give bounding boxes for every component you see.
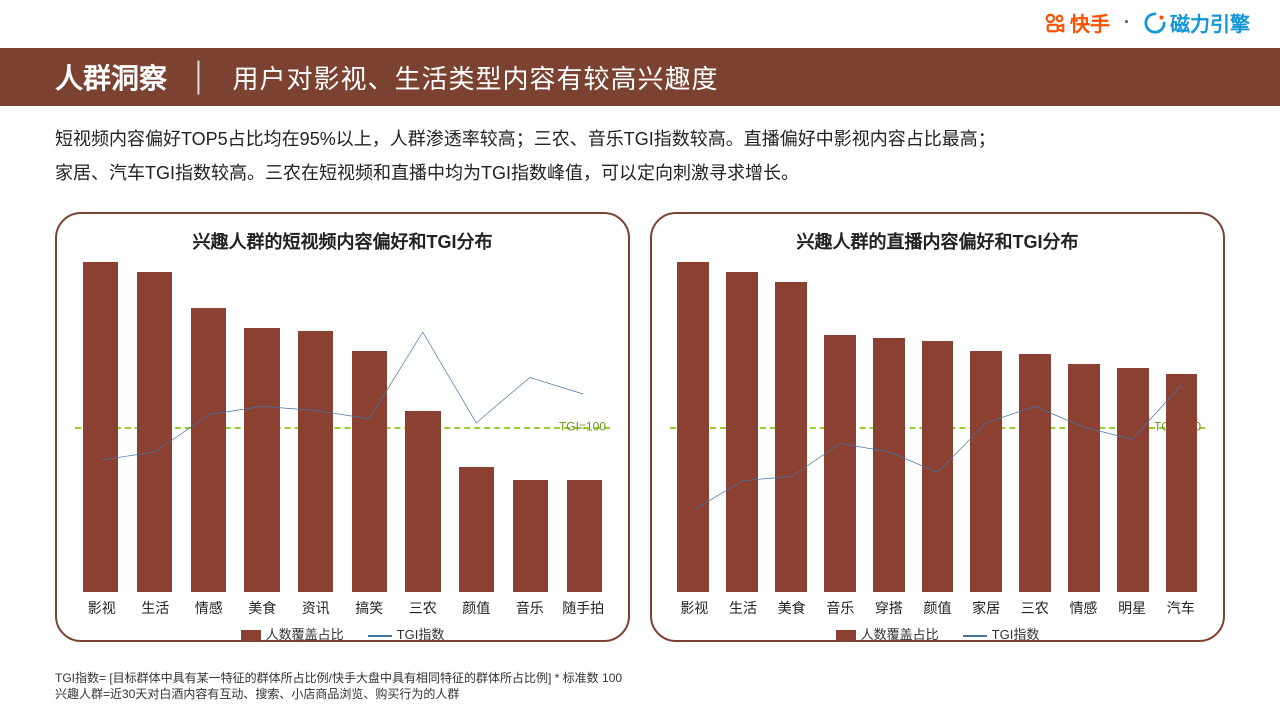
x-label: 颜值 — [450, 598, 504, 618]
x-label: 颜值 — [913, 598, 962, 618]
x-label: 随手拍 — [557, 598, 611, 618]
bar — [775, 282, 807, 592]
bar — [405, 411, 440, 593]
bar — [513, 480, 548, 592]
x-label: 音乐 — [816, 598, 865, 618]
chart-right-title: 兴趣人群的直播内容偏好和TGI分布 — [670, 228, 1205, 254]
legend-bar: 人数覆盖占比 — [241, 624, 344, 643]
x-label: 影视 — [670, 598, 719, 618]
bar — [567, 480, 602, 592]
bar — [459, 467, 494, 592]
x-label: 搞笑 — [343, 598, 397, 618]
legend-line: TGI指数 — [368, 624, 445, 643]
legend-bar: 人数覆盖占比 — [836, 624, 939, 643]
body-text: 短视频内容偏好TOP5占比均在95%以上，人群渗透率较高；三农、音乐TGI指数较… — [55, 122, 1225, 190]
bar — [677, 262, 709, 592]
x-label: 生活 — [719, 598, 768, 618]
x-label: 汽车 — [1156, 598, 1205, 618]
bar — [244, 328, 279, 592]
x-label: 美食 — [767, 598, 816, 618]
x-label: 三农 — [1010, 598, 1059, 618]
bar — [191, 308, 226, 592]
bar — [970, 351, 1002, 592]
kuaishou-logo: 快手 — [1044, 8, 1110, 37]
header-bar: 人群洞察 │ 用户对影视、生活类型内容有较高兴趣度 — [0, 48, 1280, 106]
bar — [1068, 364, 1100, 592]
chart-panel-left: 兴趣人群的短视频内容偏好和TGI分布 TGI=100 影视生活情感美食资讯搞笑三… — [55, 212, 630, 642]
bar — [83, 262, 118, 592]
body-line-1: 短视频内容偏好TOP5占比均在95%以上，人群渗透率较高；三农、音乐TGI指数较… — [55, 122, 1225, 156]
chart-right-xlabels: 影视生活美食音乐穿搭颜值家居三农情感明星汽车 — [670, 598, 1205, 618]
chart-right-area: TGI=100 — [670, 262, 1205, 592]
legend-line: TGI指数 — [963, 624, 1040, 643]
bar — [352, 351, 387, 592]
x-label: 影视 — [75, 598, 129, 618]
footnote-2: 兴趣人群=近30天对白酒内容有互动、搜索、小店商品浏览、购买行为的人群 — [55, 686, 622, 702]
cili-logo: 磁力引擎 — [1144, 8, 1250, 37]
chart-right-legend: 人数覆盖占比 TGI指数 — [670, 624, 1205, 643]
chart-left-title: 兴趣人群的短视频内容偏好和TGI分布 — [75, 228, 610, 254]
brand-logos: 快手 · 磁力引擎 — [1044, 8, 1250, 37]
x-label: 资讯 — [289, 598, 343, 618]
header-separator: │ — [191, 61, 209, 93]
bar — [1019, 354, 1051, 592]
cili-text: 磁力引擎 — [1170, 8, 1250, 37]
x-label: 情感 — [1059, 598, 1108, 618]
header-title: 人群洞察 — [55, 57, 167, 97]
chart-left-area: TGI=100 — [75, 262, 610, 592]
footnotes: TGI指数= [目标群体中具有某一特征的群体所占比例/快手大盘中具有相同特征的群… — [55, 670, 622, 702]
bar — [873, 338, 905, 592]
bar — [922, 341, 954, 592]
chart-left-xlabels: 影视生活情感美食资讯搞笑三农颜值音乐随手拍 — [75, 598, 610, 618]
x-label: 音乐 — [503, 598, 557, 618]
x-label: 穿搭 — [865, 598, 914, 618]
chart-panel-right: 兴趣人群的直播内容偏好和TGI分布 TGI=100 影视生活美食音乐穿搭颜值家居… — [650, 212, 1225, 642]
x-label: 生活 — [129, 598, 183, 618]
bar — [298, 331, 333, 592]
bar — [824, 335, 856, 592]
bar — [726, 272, 758, 592]
bar — [137, 272, 172, 592]
x-label: 明星 — [1108, 598, 1157, 618]
bar — [1166, 374, 1198, 592]
footnote-1: TGI指数= [目标群体中具有某一特征的群体所占比例/快手大盘中具有相同特征的群… — [55, 670, 622, 686]
logo-separator: · — [1124, 12, 1130, 33]
bar — [1117, 368, 1149, 592]
x-label: 家居 — [962, 598, 1011, 618]
body-line-2: 家居、汽车TGI指数较高。三农在短视频和直播中均为TGI指数峰值，可以定向刺激寻… — [55, 156, 1225, 190]
x-label: 三农 — [396, 598, 450, 618]
x-label: 情感 — [182, 598, 236, 618]
header-subtitle: 用户对影视、生活类型内容有较高兴趣度 — [233, 59, 719, 96]
x-label: 美食 — [236, 598, 290, 618]
kuaishou-text: 快手 — [1070, 8, 1110, 37]
chart-left-legend: 人数覆盖占比 TGI指数 — [75, 624, 610, 643]
